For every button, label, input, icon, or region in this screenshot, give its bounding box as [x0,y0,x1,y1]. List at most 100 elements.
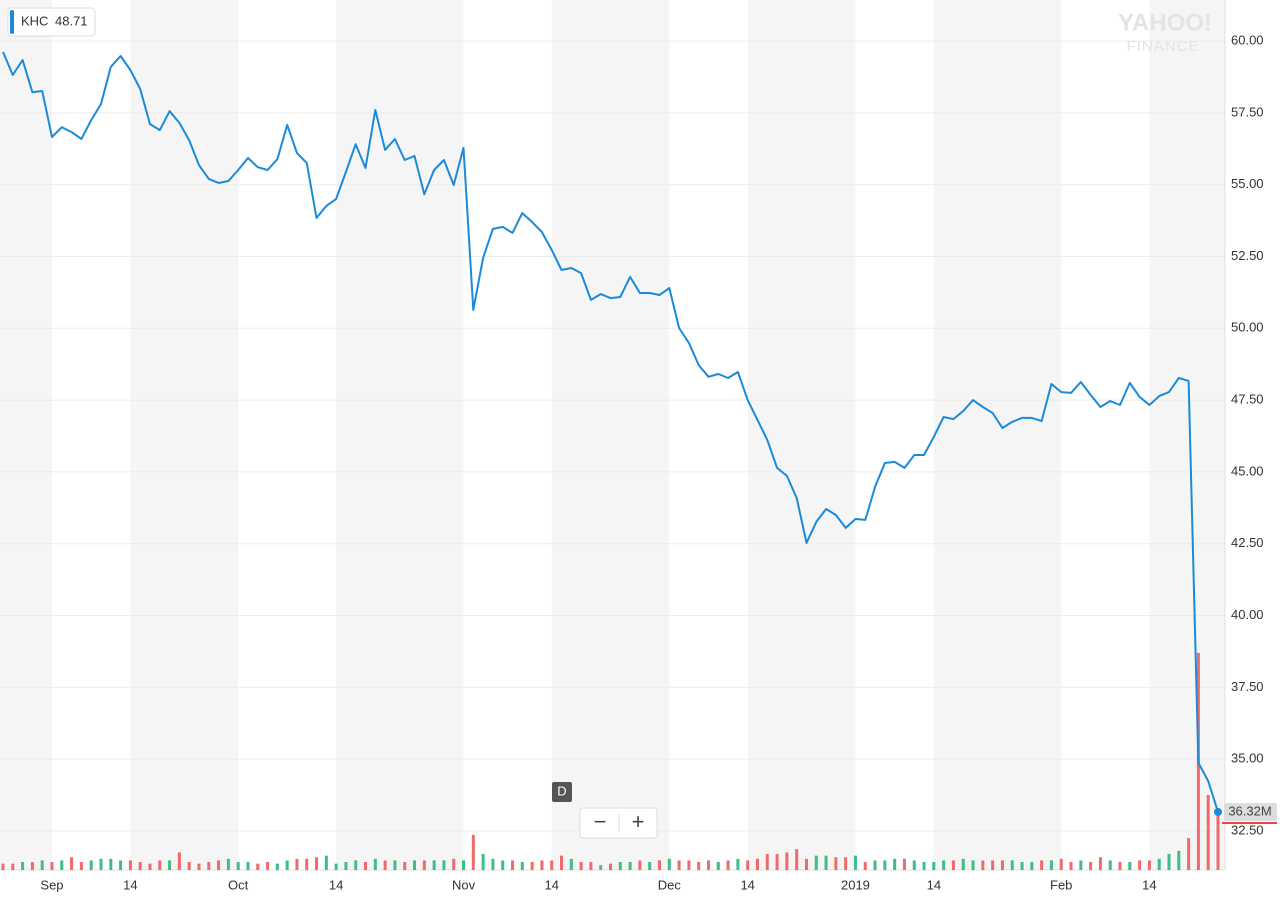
volume-bar [942,860,946,870]
volume-bar [452,858,456,870]
band [130,0,239,870]
volume-bar [1049,860,1053,870]
legend: KHC 48.71 [7,7,96,37]
x-tick-label: 14 [329,877,343,892]
zoom-in[interactable]: + [632,809,645,834]
band [336,0,464,870]
x-tick-label: Dec [658,877,682,892]
volume-bar [1147,860,1151,870]
y-tick-label: 47.50 [1231,392,1264,407]
volume-bar [79,862,83,870]
volume-bar [422,860,426,870]
volume-bar [60,860,64,870]
legend-box [7,7,96,37]
volume-bar [1118,862,1122,870]
volume-bar [471,834,475,870]
volume-bar [413,860,417,870]
volume-bar [1187,838,1191,870]
volume-bar [912,860,916,870]
x-tick-label: 14 [544,877,558,892]
volume-bar [501,860,505,870]
interval-control[interactable]: D [552,782,572,802]
y-tick-label: 52.50 [1231,248,1264,263]
volume-bar [158,860,162,870]
volume-bar [236,862,240,870]
band [551,0,670,870]
zoom-out[interactable]: − [594,809,607,834]
volume-bar [1059,858,1063,870]
volume-bar [951,860,955,870]
volume-bar [119,860,123,870]
volume-bar [40,860,44,870]
volume-bar [285,860,289,870]
volume-bar [618,862,622,870]
volume-bar [403,862,407,870]
volume-bar [589,862,593,870]
volume-bar [981,860,985,870]
volume-bar [1138,860,1142,870]
volume-bar [1108,860,1112,870]
volume-bar [550,860,554,870]
volume-bar [648,862,652,870]
volume-bar [1098,857,1102,870]
volume-bar [599,865,603,870]
volume-bar [295,858,299,870]
x-tick-label: Nov [452,877,476,892]
volume-bar [853,855,857,870]
volume-bar [716,862,720,870]
volume-bar [638,860,642,870]
interval-label[interactable]: D [557,783,566,798]
volume-bar [609,863,612,870]
legend-quote: 48.71 [55,13,88,28]
volume-bar [275,863,279,870]
y-tick-label: 35.00 [1231,751,1264,766]
volume-bar [677,860,681,870]
y-tick-label: 60.00 [1231,33,1264,48]
volume-bar [971,860,975,870]
volume-bar [30,862,34,870]
volume-bar [863,862,867,870]
x-tick-label: Sep [40,877,63,892]
volume-bar [873,860,877,870]
volume-bar [324,855,328,870]
volume-bar [11,863,15,870]
volume-bar [991,860,995,870]
volume-bar [922,862,926,870]
interval-button[interactable] [552,782,572,802]
x-tick-label: 2019 [841,877,870,892]
volume-bar [511,860,515,870]
x-tick-label: Oct [228,877,249,892]
volume-bar [168,860,172,870]
last-point [1214,807,1222,816]
x-tick-label: 14 [123,877,137,892]
zoom-control: − + [579,807,658,839]
volume-bar [883,860,887,870]
volume-bar [481,854,485,870]
volume-bar [1216,812,1220,870]
volume-label-box [1224,803,1277,822]
volume-bar [266,862,270,870]
volume-bar [89,860,93,870]
volume-bar [177,852,181,870]
volume-bar [628,862,632,870]
volume-bar [207,862,211,870]
volume-bar [726,860,730,870]
x-tick-label: 14 [1142,877,1156,892]
volume-bar [305,858,309,870]
volume-bar [1157,858,1161,870]
volume-bar [354,860,358,870]
volume-bar [893,858,897,870]
volume-bar [961,858,965,870]
volume-bar [530,862,534,870]
watermark-brand: YAHOO! [1118,9,1212,36]
volume-bar [697,862,701,870]
volume-bar [1,863,5,870]
volume-bar [687,860,691,870]
volume-bar [315,857,319,870]
volume-bar [1010,860,1014,870]
volume-bar [785,852,789,870]
y-tick-label: 50.00 [1231,320,1264,335]
volume-bar [462,860,466,870]
volume-bar [148,863,152,870]
